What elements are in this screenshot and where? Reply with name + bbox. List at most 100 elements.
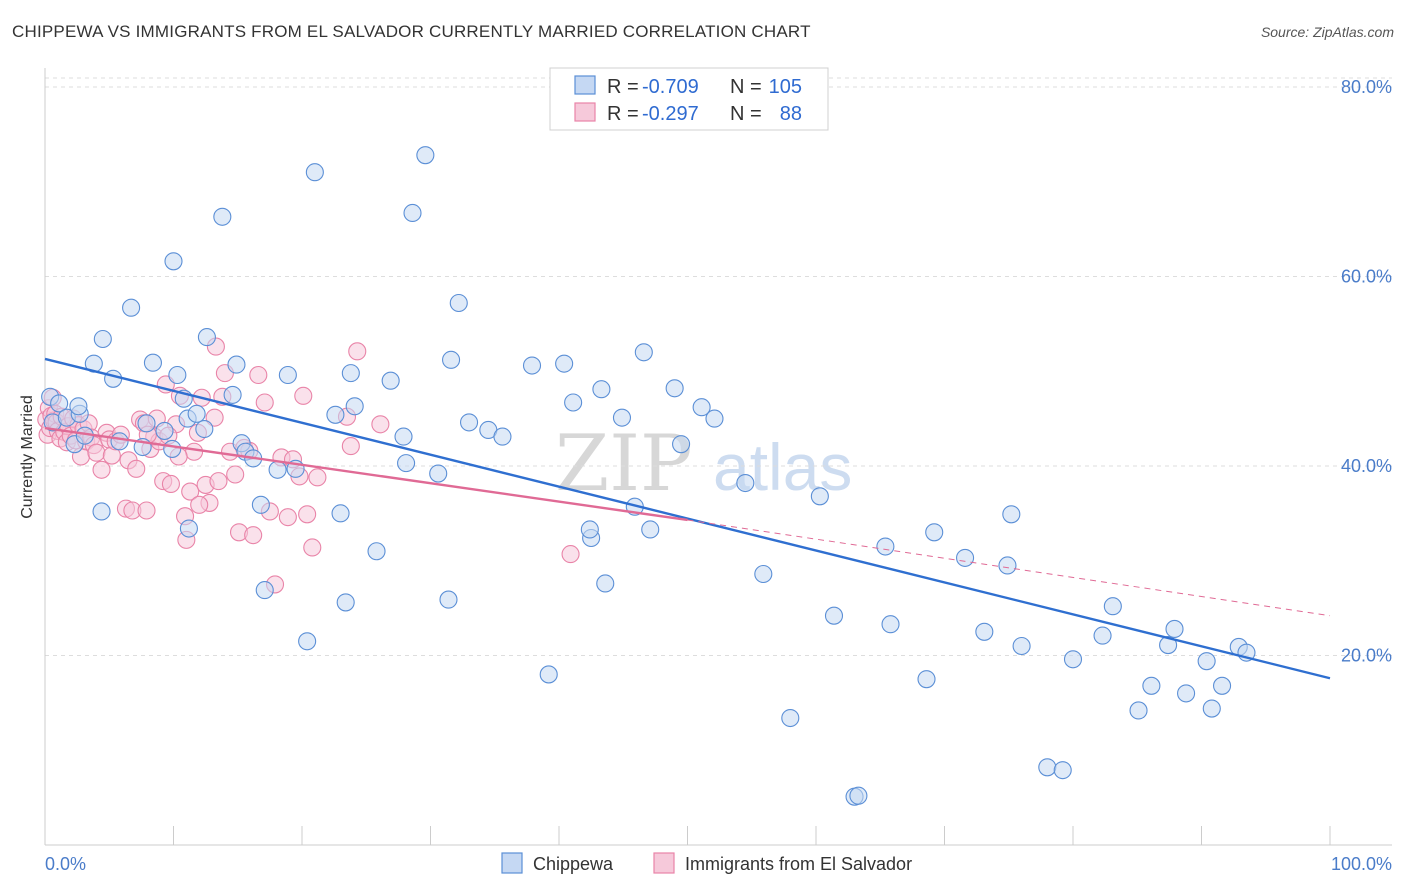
chippewa-point-65: [634, 343, 653, 362]
chippewa-point-99: [1213, 676, 1232, 695]
watermark: ZIP atlas: [555, 419, 852, 509]
chippewa-point-7: [93, 329, 112, 349]
chippewa-point-98: [1202, 699, 1221, 718]
chippewa-point-55: [522, 356, 542, 375]
chippewa-point-84: [998, 556, 1017, 575]
series-legend-swatch-salvador: [653, 852, 675, 874]
chippewa-point-41: [345, 397, 364, 416]
grid-lines: [45, 77, 1392, 656]
salvador-point-70: [278, 508, 297, 527]
salvador-point-76: [308, 468, 327, 487]
chippewa-point-25: [223, 385, 242, 404]
legend-n-label-2: N =: [730, 103, 762, 125]
watermark-zip: ZIP: [555, 419, 693, 509]
chippewa-point-69: [692, 398, 711, 417]
chippewa-point-60: [580, 520, 599, 539]
chippewa-point-94: [1159, 636, 1178, 655]
chippewa-point-75: [824, 606, 844, 625]
salvador-point-25: [87, 443, 106, 462]
chippewa-point-102: [69, 397, 88, 416]
salvador-point-38: [137, 501, 156, 520]
chippewa-point-37: [326, 405, 345, 424]
salvador-point-81: [561, 545, 580, 564]
trend-lines: [44, 357, 1331, 680]
chippewa-point-10: [110, 432, 129, 451]
salvador-point-73: [294, 386, 313, 405]
chippewa-point-12: [137, 414, 156, 433]
chippewa-point-22: [197, 328, 216, 347]
chippewa-point-52: [459, 413, 479, 432]
salvador-point-44: [161, 474, 180, 494]
chippewa-point-11: [122, 298, 141, 317]
chippewa-point-49: [439, 590, 458, 609]
salvador-point-80: [371, 415, 390, 434]
chippewa-point-38: [331, 504, 350, 523]
legend-r-label-1: R =: [607, 76, 639, 98]
chippewa-point-70: [705, 409, 724, 428]
chippewa-point-16: [164, 252, 183, 271]
watermark-atlas: atlas: [713, 430, 852, 504]
x-axis-ticks: [44, 826, 1331, 845]
chippewa-point-54: [493, 427, 512, 446]
chippewa-point-17: [168, 365, 187, 385]
chippewa-point-44: [394, 427, 413, 446]
chippewa-point-8: [104, 369, 123, 388]
chippewa-point-87: [1038, 758, 1057, 777]
salvador-point-49: [181, 482, 200, 501]
chippewa-point-91: [1103, 597, 1122, 616]
chippewa-point-73: [781, 708, 800, 728]
chippewa-point-96: [1177, 684, 1196, 703]
salvador-point-78: [341, 437, 360, 456]
legend-r-value-1: -0.709: [642, 76, 699, 98]
chippewa-point-48: [429, 464, 448, 483]
chippewa-point-20: [179, 519, 198, 538]
chippewa-point-95: [1165, 619, 1184, 639]
chippewa-point-43: [381, 371, 400, 390]
chippewa-point-92: [1129, 701, 1148, 720]
salvador-point-50: [185, 442, 204, 461]
chart-title: CHIPPEWA VS IMMIGRANTS FROM EL SALVADOR …: [12, 22, 811, 41]
series-legend-swatch-chippewa: [501, 852, 523, 874]
x-tick-label-max: 100.0%: [1331, 854, 1392, 874]
y-tick-label-40: 40.0%: [1341, 456, 1392, 476]
chippewa-point-57: [555, 354, 574, 373]
chippewa-point-88: [1053, 761, 1072, 780]
salvador-point-65: [249, 365, 268, 385]
chippewa-point-9: [92, 502, 111, 521]
chippewa-point-85: [1002, 505, 1021, 524]
y-tick-label-60: 60.0%: [1341, 266, 1392, 286]
legend-n-label-1: N =: [730, 76, 762, 98]
chippewa-point-77: [849, 786, 868, 805]
salvador-point-75: [303, 538, 322, 557]
chippewa-point-78: [876, 537, 895, 556]
chippewa-point-56: [539, 665, 558, 684]
chippewa-point-46: [403, 203, 422, 223]
series-legend-label-chippewa: Chippewa: [533, 854, 614, 874]
salvador-point-74: [298, 505, 317, 524]
salvador-point-56: [209, 472, 228, 491]
chippewa-point-62: [596, 574, 615, 593]
chippewa-point-42: [367, 542, 386, 561]
chippewa-point-83: [975, 622, 994, 641]
legend-swatch-chippewa: [574, 75, 596, 95]
chippewa-point-86: [1012, 636, 1031, 656]
chippewa-point-13: [143, 353, 162, 372]
chippewa-point-66: [641, 520, 660, 539]
chippewa-point-89: [1063, 650, 1083, 669]
chippewa-point-61: [592, 380, 611, 399]
y-axis-tick-labels: 20.0% 40.0% 60.0% 80.0%: [1341, 77, 1392, 666]
chippewa-point-82: [956, 548, 975, 567]
trend-line-chippewa: [44, 357, 1331, 680]
chippewa-point-26: [227, 355, 246, 374]
chippewa-point-72: [754, 564, 773, 584]
chippewa-point-97: [1197, 652, 1216, 671]
chippewa-point-81: [925, 523, 944, 542]
y-axis-label: Currently Married: [19, 395, 36, 519]
chippewa-point-45: [397, 454, 416, 473]
y-tick-label-20: 20.0%: [1341, 645, 1392, 665]
stats-legend: R = -0.709 N = 105 R = -0.297 N = 88: [549, 67, 829, 131]
salvador-point-79: [348, 342, 367, 361]
salvador-point-64: [244, 526, 263, 545]
legend-n-value-2: 88: [780, 103, 802, 125]
